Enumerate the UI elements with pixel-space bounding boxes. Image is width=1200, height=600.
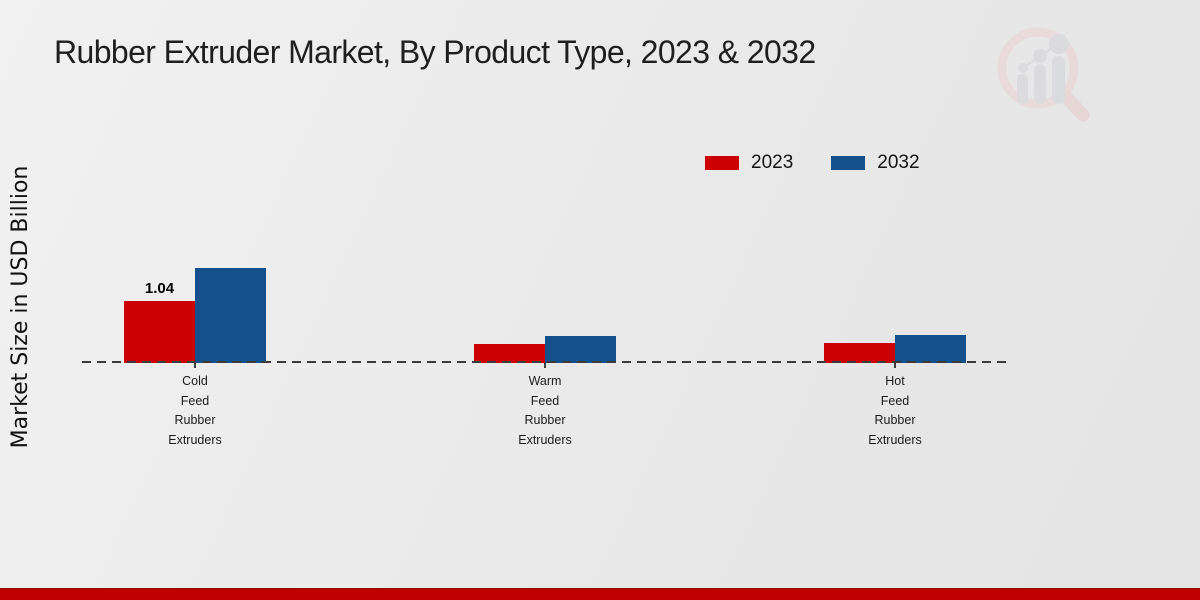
bar-2032-0 xyxy=(195,268,266,363)
bar-2023-2 xyxy=(824,343,895,363)
y-axis-label: Market Size in USD Billion xyxy=(8,165,33,449)
bar-2023-0 xyxy=(124,300,195,363)
category-label: Warm Feed Rubber Extruders xyxy=(518,374,572,447)
bar-2023-1 xyxy=(474,343,545,363)
legend-label: 2032 xyxy=(877,152,920,173)
legend-item-2032: 2032 xyxy=(831,152,920,174)
mrfr-logo-watermark-icon xyxy=(990,25,1098,123)
bar-2032-2 xyxy=(895,335,966,363)
footer-red-bar xyxy=(0,588,1200,600)
plot-area: Cold Feed Rubber Extruders Warm Feed Rubb… xyxy=(82,238,1010,447)
bar-2032-1 xyxy=(545,336,616,363)
bar-value-label: 1.04 xyxy=(144,280,175,297)
legend-swatch xyxy=(831,156,866,170)
category-label: Hot Feed Rubber Extruders xyxy=(868,374,922,447)
category-label: Cold Feed Rubber Extruders xyxy=(168,374,222,447)
legend-item-2023: 2023 xyxy=(705,152,793,174)
legend-label: 2023 xyxy=(751,152,794,173)
legend: 2023 2032 xyxy=(705,152,920,174)
axis-tick xyxy=(544,363,546,368)
legend-swatch xyxy=(705,156,739,170)
axis-tick xyxy=(894,363,896,368)
axis-tick xyxy=(194,363,196,368)
chart-title: Rubber Extruder Market, By Product Type,… xyxy=(54,34,816,70)
x-axis-baseline xyxy=(82,361,1010,363)
